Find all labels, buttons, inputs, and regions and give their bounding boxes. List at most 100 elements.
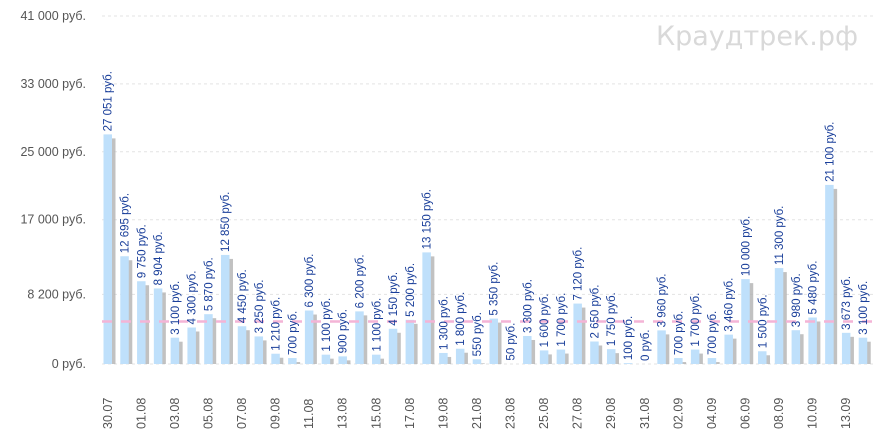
- x-tick-label: 04.09: [705, 398, 719, 429]
- bar-value-label: 3 300 руб.: [522, 279, 534, 333]
- x-tick-label: 29.08: [604, 398, 618, 429]
- bar: [523, 335, 532, 364]
- bar-value-label: 900 руб.: [338, 309, 350, 353]
- bar-value-label: 5 480 руб.: [808, 261, 820, 315]
- bar-value-label: 700 руб.: [707, 311, 719, 355]
- bar: [825, 184, 834, 364]
- x-tick-label: 13.09: [839, 398, 853, 429]
- bar: [103, 134, 112, 364]
- bar: [758, 351, 767, 364]
- x-tick-label: 17.08: [403, 398, 417, 429]
- bar-value-label: 3 100 руб.: [170, 281, 182, 335]
- x-tick-label: 23.08: [504, 398, 518, 429]
- bar-value-label: 8 904 руб.: [153, 232, 165, 286]
- bar: [271, 353, 280, 364]
- bar-value-label: 6 300 руб.: [304, 254, 316, 308]
- bar: [623, 363, 633, 364]
- bar-value-label: 5 350 руб.: [489, 262, 501, 316]
- bar-value-label: 21 100 руб.: [824, 122, 836, 182]
- x-tick-label: 07.08: [235, 398, 249, 429]
- bar: [657, 330, 666, 364]
- bar-value-label: 13 150 руб.: [422, 189, 434, 249]
- x-tick-label: 13.08: [336, 398, 350, 429]
- bar-value-label: 1 800 руб.: [455, 292, 467, 346]
- bar: [741, 279, 750, 364]
- bar-value-label: 0 руб.: [640, 329, 652, 361]
- bar-value-label: 1 700 руб.: [690, 293, 702, 347]
- x-tick-label: 27.08: [571, 398, 585, 429]
- x-tick-label: 02.09: [671, 398, 685, 429]
- bar-value-label: 1 600 руб.: [539, 294, 551, 348]
- bar-value-label: 1 300 руб.: [438, 296, 450, 350]
- y-axis-ticks: 0 руб. 8 200 руб. 17 000 руб. 25 000 руб. 33…: [20, 9, 86, 371]
- bar: [405, 319, 415, 364]
- x-tick-label: 06.09: [738, 398, 752, 429]
- bar: [539, 350, 549, 364]
- bar-value-label: 6 200 руб.: [354, 254, 366, 308]
- bar: [187, 327, 196, 364]
- data-labels: 27 051 руб. 12 695 руб. 9 750 руб. 8 904 ру…: [103, 71, 870, 361]
- bar: [606, 349, 616, 364]
- bar-value-label: 3 960 руб.: [657, 273, 669, 327]
- bar: [153, 288, 163, 364]
- bar: [590, 341, 599, 364]
- bar-value-label: 27 051 руб.: [103, 71, 115, 131]
- bar-value-label: 4 450 руб.: [237, 269, 249, 323]
- bar-value-label: 1 500 руб.: [757, 294, 769, 348]
- x-tick-label: 21.08: [470, 398, 484, 429]
- bar: [288, 358, 297, 364]
- bar-value-label: 3 460 руб.: [724, 278, 736, 332]
- bar: [858, 337, 868, 364]
- bar-value-label: 5 870 руб.: [203, 257, 215, 311]
- x-tick-label: 25.08: [537, 398, 551, 429]
- x-tick-label: 09.08: [269, 398, 283, 429]
- bar-value-label: 3 673 руб.: [841, 276, 853, 330]
- y-tick-label: 17 000 руб.: [20, 213, 86, 227]
- bar: [355, 311, 364, 364]
- bar-value-label: 50 руб.: [506, 323, 518, 361]
- x-tick-label: 31.08: [638, 398, 652, 429]
- y-tick-label: 33 000 руб.: [20, 77, 86, 91]
- y-tick-label: 25 000 руб.: [20, 145, 86, 159]
- bar: [472, 359, 482, 364]
- bar: [422, 252, 431, 364]
- bar-value-label: 550 руб.: [472, 312, 484, 356]
- bar: [556, 349, 566, 364]
- bar: [439, 352, 448, 364]
- bar: [791, 330, 801, 364]
- y-tick-label: 8 200 руб.: [27, 287, 86, 301]
- x-axis-ticks: 30.07 01.08 03.08 05.08 07.08 09.08 11.08 13.08…: [101, 398, 853, 429]
- bar-value-label: 1 700 руб.: [556, 293, 568, 347]
- bar-value-label: 1 750 руб.: [606, 292, 618, 346]
- bar-value-label: 5 200 руб.: [405, 263, 417, 317]
- bar-value-label: 11 300 руб.: [774, 206, 786, 265]
- x-tick-label: 01.08: [134, 398, 148, 429]
- bar: [774, 268, 784, 364]
- bar: [120, 256, 129, 364]
- bar-value-label: 7 120 руб.: [573, 247, 585, 301]
- bar-value-label: 4 300 руб.: [187, 271, 199, 325]
- bar: [808, 317, 817, 364]
- bar: [338, 356, 347, 364]
- bar-value-label: 10 000 руб.: [740, 216, 752, 276]
- bar-value-label: 4 150 руб.: [388, 272, 400, 326]
- bar-value-label: 2 650 руб.: [589, 285, 601, 339]
- x-tick-label: 08.09: [772, 398, 786, 429]
- bar-value-label: 9 750 руб.: [136, 224, 148, 278]
- x-tick-label: 03.08: [168, 398, 182, 429]
- bar: [690, 349, 700, 364]
- x-tick-label: 15.08: [369, 398, 383, 429]
- bar-value-label: 3 980 руб.: [791, 273, 803, 327]
- bar: [170, 337, 180, 364]
- bar: [724, 334, 733, 364]
- bar: [573, 303, 582, 364]
- watermark-text: Краудтрек.рф: [656, 21, 858, 52]
- x-tick-label: 05.08: [201, 398, 215, 429]
- bar-value-label: 1 210 руб.: [271, 297, 283, 351]
- bar-value-label: 700 руб.: [673, 311, 685, 355]
- bar: [489, 318, 498, 364]
- bar-value-label: 12 850 руб.: [220, 192, 232, 252]
- bar-value-label: 3 250 руб.: [254, 280, 266, 334]
